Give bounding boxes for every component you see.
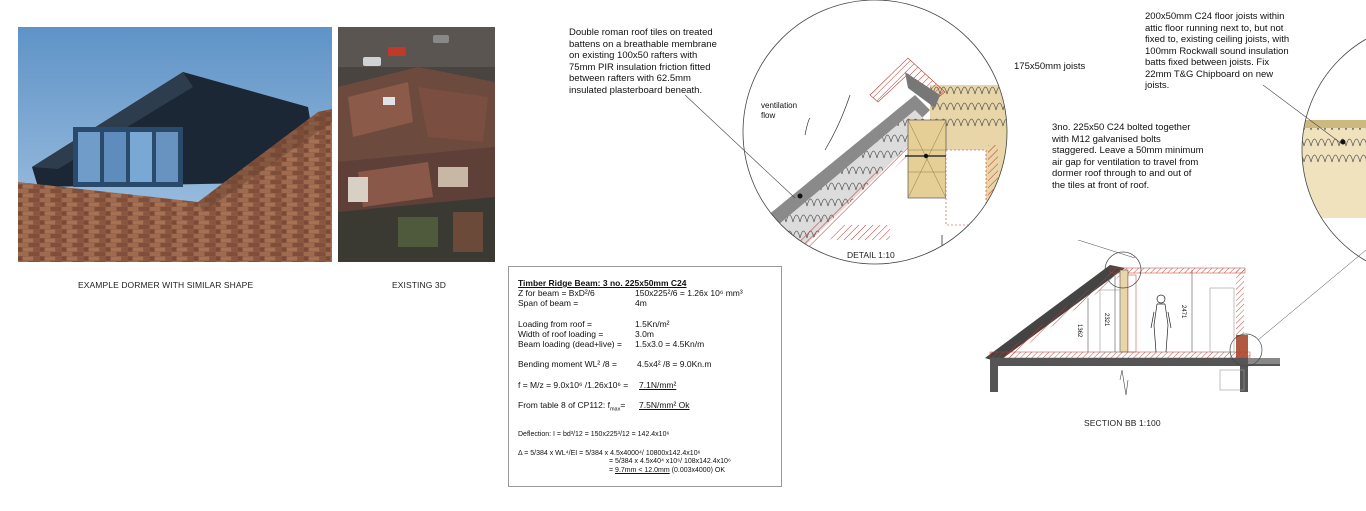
calc-table-eq: = [620,400,626,410]
note-line: flow [761,110,776,120]
beam-calculation-box: Timber Ridge Beam: 3 no. 225x50mm C24 Z … [508,266,782,487]
roof-tiles-note: Double roman roof tiles on treated batte… [569,27,739,96]
calc-delta3-eq: = [609,467,614,474]
existing-3d-photo [338,27,495,262]
calc-loading-value: 1.5Kn/m² [635,319,670,329]
note-line: Double roman roof tiles on treated [569,27,713,38]
note-line: 100mm Rockwall sound insulation [1145,45,1289,57]
note-line: battens on a breathable membrane [569,38,717,50]
floor-detail-drawing [1301,38,1366,262]
calc-z-value: 150x225²/6 = 1.26x 10⁶ mm³ [635,288,743,298]
calc-delta2: = 5/384 x 4.5x40⁴ x10⁶/ 108x142.4x10⁶ [609,458,731,465]
calc-beam-loading-value: 1.5x3.0 = 4.5Kn/m [635,339,705,349]
calc-delta1: Δ = 5/384 x WL⁴/EI = 5/384 x 4.5x4000⁴/ … [518,450,701,457]
dim-2471: 2471 [1180,305,1186,319]
section-label: SECTION BB 1:100 [1084,418,1161,428]
note-line: 75mm PIR insulation friction fitted [569,61,711,73]
dormer-caption: EXAMPLE DORMER WITH SIMILAR SHAPE [78,280,254,290]
calc-title: Timber Ridge Beam: 3 no. 225x50mm C24 [518,278,687,288]
calc-width-value: 3.0m [635,329,654,339]
calc-bending-label: Bending moment WL² /8 = [518,359,617,369]
detail-label: DETAIL 1:10 [847,250,895,260]
floor-joists-note: 200x50mm C24 floor joists within attic f… [1145,11,1315,92]
note-line: batts fixed between joists. Fix [1145,57,1270,68]
dim-2321: 2321 [1103,313,1109,327]
calc-f-value: 7.1N/mm² [639,380,677,390]
calc-f-label: f = M/z = 9.0x10⁶ /1.26x10⁶ = [518,380,629,390]
note-line: ventilation [761,101,798,110]
note-line: 3no. 225x50 C24 bolted together [1052,122,1191,133]
floor-leader [1262,84,1343,145]
note-line: 200x50mm C24 floor joists within [1145,11,1285,22]
note-line: the tiles at front of roof. [1052,179,1150,191]
note-line: fixed to, existing ceiling joists, with [1145,34,1290,45]
calc-loading-label: Loading from roof = [518,319,592,329]
note-line: attic floor running next to, but not [1145,22,1284,34]
note-line: between rafters with 62.5mm [569,73,691,84]
section-drawing [985,240,1366,396]
calc-span-value: 4m [635,298,647,308]
calc-beam-loading-label: Beam loading (dead+live) = [518,339,622,349]
note-line: insulated plasterboard beneath. [569,84,703,96]
calc-z-label: Z for beam = BxD²/6 [518,288,595,298]
ventilation-label: ventilation flow [761,101,797,120]
note-line: with M12 galvanised bolts [1052,133,1161,145]
calc-delta3-underlined: 9.7mm < 12.0mm [615,467,670,474]
calc-table-value: 7.5N/mm² Ok [639,400,690,410]
calc-span-label: Span of beam = [518,298,579,308]
calc-width-label: Width of roof loading = [518,329,604,339]
dim-1362: 1362 [1076,324,1082,338]
ridge-beam-note: 3no. 225x50 C24 bolted together with M12… [1052,122,1212,191]
note-line: dormer roof through to and out of [1052,168,1192,179]
note-line: 22mm T&G Chipboard on new [1145,68,1274,80]
existing-caption: EXISTING 3D [392,280,447,290]
detail-drawing: DETAIL 1:10 [742,0,1008,265]
calc-bending-value: 4.5x4² /8 = 9.0Kn.m [637,359,712,369]
joists-175-note: 175x50mm joists [1014,61,1086,72]
calc-table-label: From table 8 of CP112: f [518,400,610,410]
note-line: joists. [1145,80,1170,91]
dormer-photo [18,27,332,262]
note-line: air gap for ventilation to travel from [1052,156,1199,168]
calc-delta3-rest: (0.003x4000) OK [671,467,725,474]
calc-table-sub: max [609,406,621,413]
calc-deflection: Deflection: I = bd³/12 = 150x225³/12 = 1… [518,431,670,438]
leader-lines [684,94,796,199]
note-line: staggered. Leave a 50mm minimum [1052,145,1204,156]
note-line: on existing 100x50 rafters with [569,50,698,61]
